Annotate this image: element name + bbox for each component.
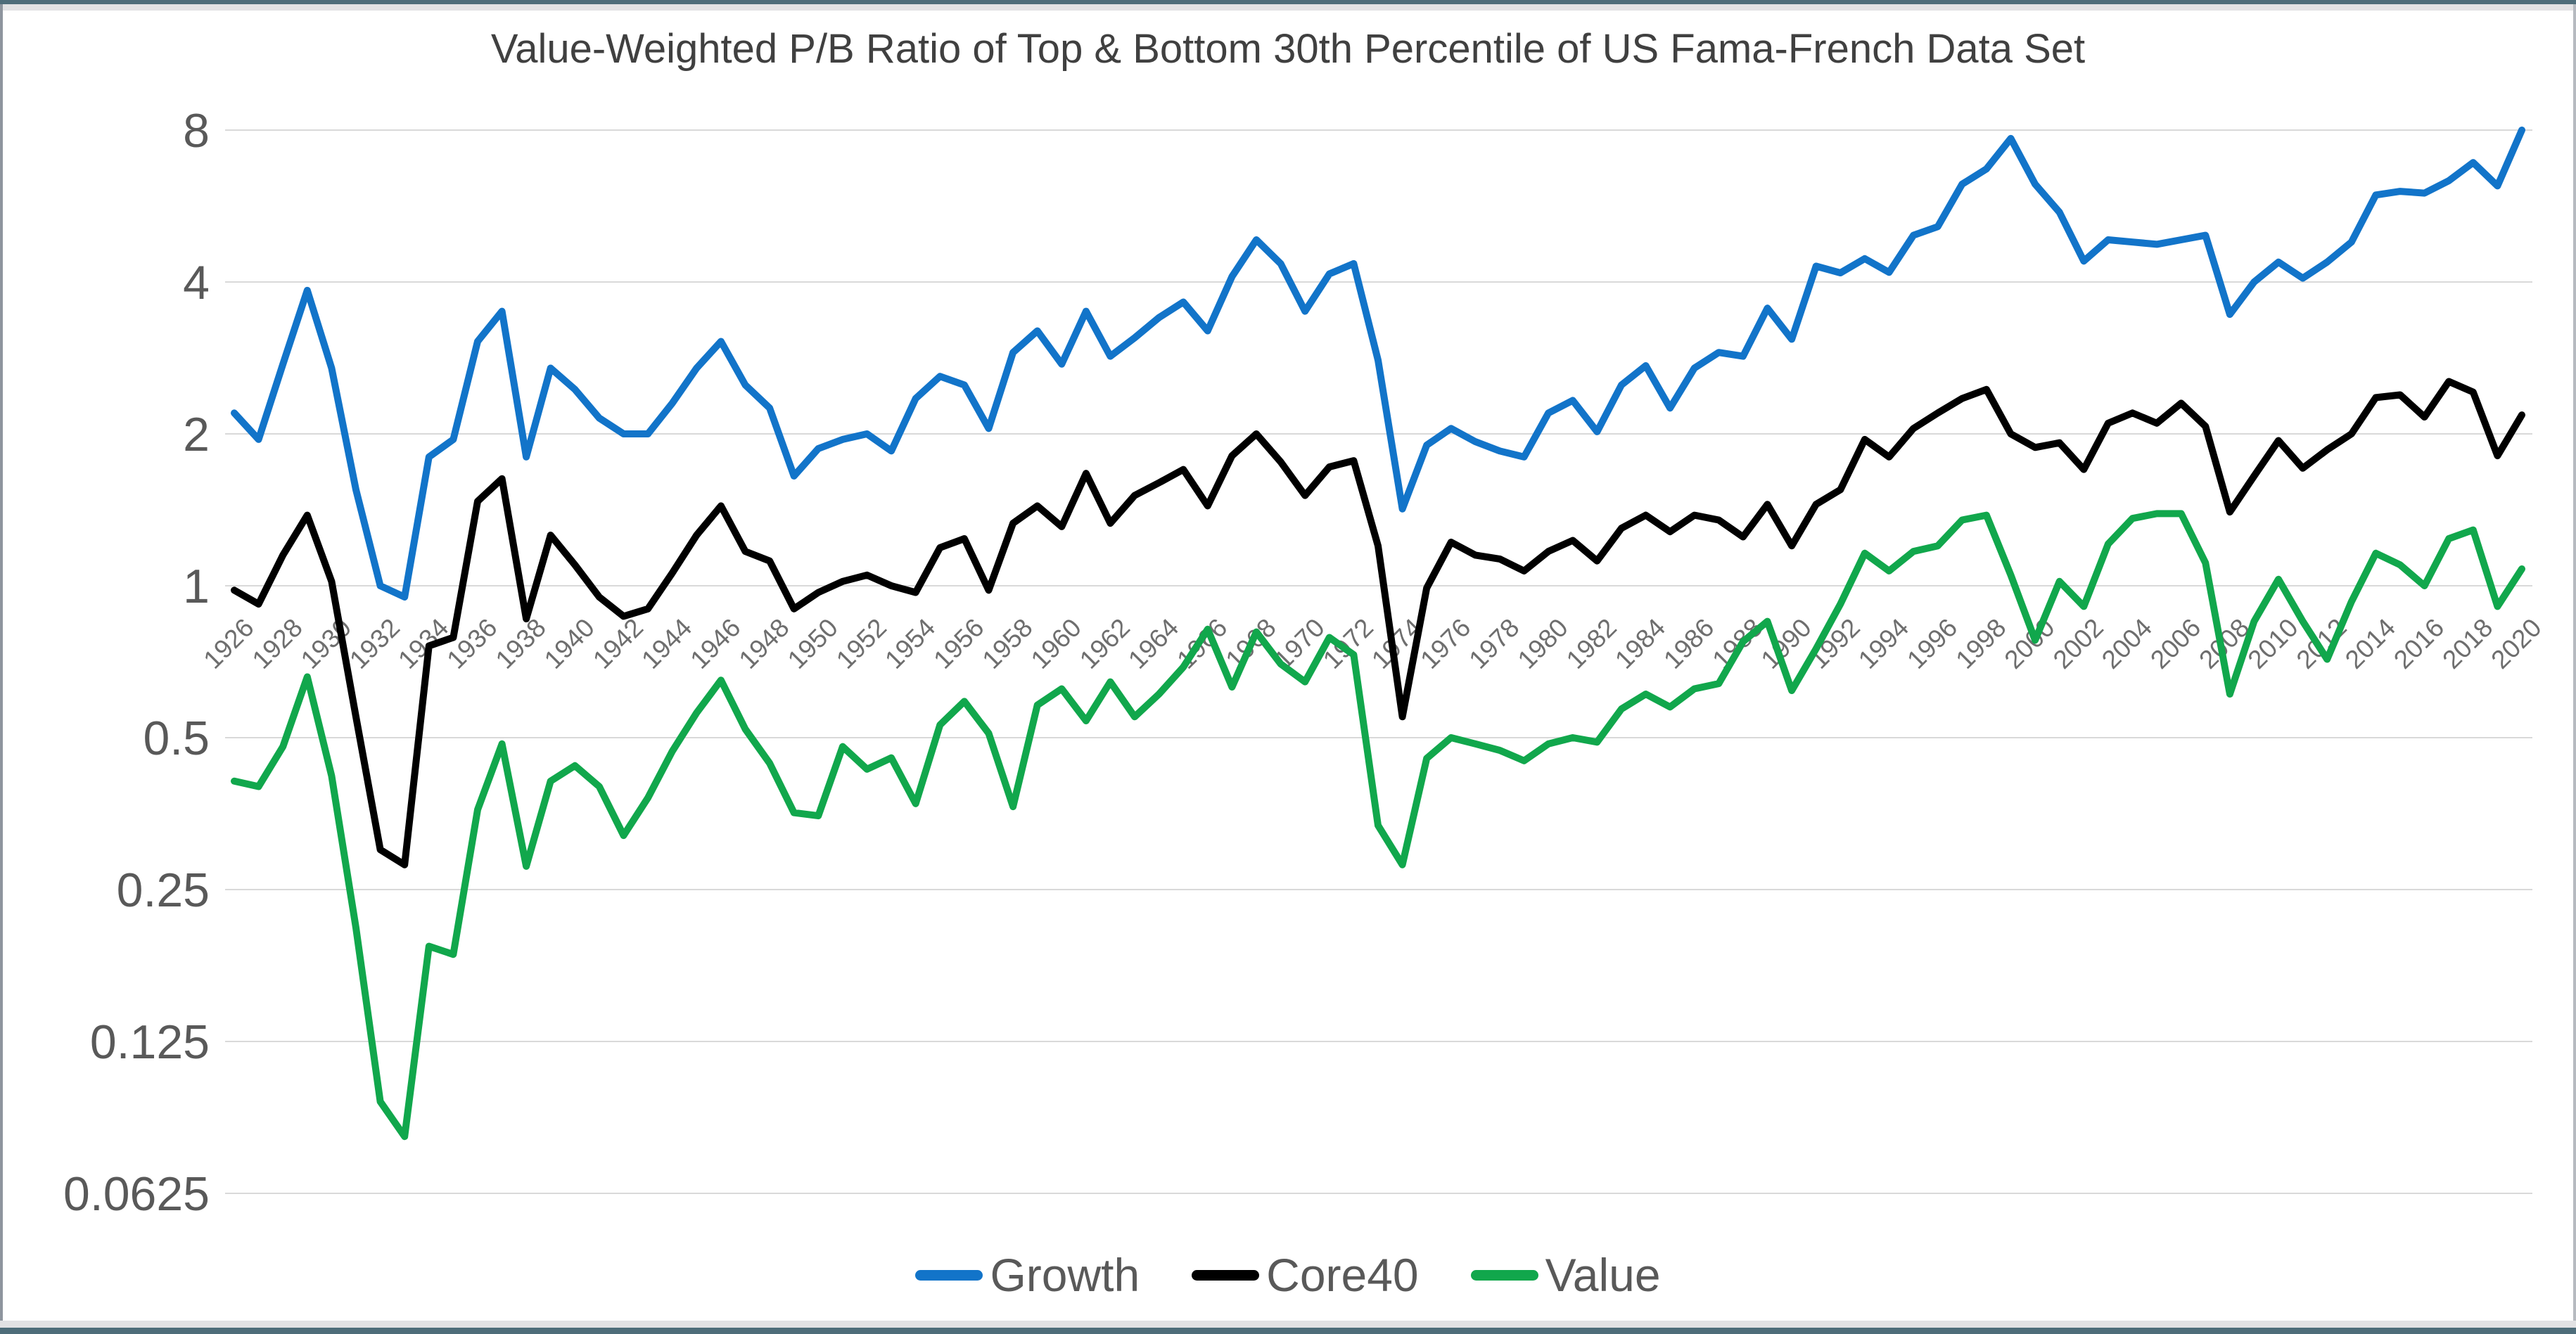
growth-line [231,127,2525,601]
x-axis-label-2018: 2018 [2437,613,2498,674]
legend-item-growth: Growth [915,1252,1140,1298]
y-axis-label-2: 2 [183,408,210,461]
y-axis-label-1: 1 [183,560,210,613]
x-axis-label-1946: 1946 [684,613,746,674]
value-line-swatch-icon [1470,1269,1538,1281]
y-axis-label-0.25: 0.25 [117,864,210,917]
x-axis-label-1988: 1988 [1707,613,1768,674]
growth-line-swatch-icon [915,1269,983,1281]
x-axis-label-1940: 1940 [539,613,600,674]
x-axis-label-1996: 1996 [1901,613,1963,674]
x-axis-label-1954: 1954 [879,613,941,674]
x-axis-label-1964: 1964 [1123,613,1184,674]
x-axis-label-1986: 1986 [1658,613,1719,674]
value-line [231,510,2525,1141]
x-axis-label-1936: 1936 [441,613,502,674]
window-top-bar [0,0,2576,4]
x-axis-label-1962: 1962 [1074,613,1135,674]
legend-item-value: Value [1470,1249,1661,1301]
legend-label-growth: Growth [990,1249,1140,1301]
core40-line-swatch-icon [1192,1269,1260,1281]
x-axis-label-1952: 1952 [831,613,892,674]
legend-item-core40: Core40 [1192,1249,1419,1301]
x-axis-label-1942: 1942 [587,613,649,674]
x-axis-label-1976: 1976 [1415,613,1476,674]
y-axis-label-0.5: 0.5 [143,712,210,765]
x-axis-label-1980: 1980 [1512,613,1574,674]
x-axis-label-1950: 1950 [782,613,843,674]
x-axis-label-1998: 1998 [1950,613,2011,674]
x-axis-label-1958: 1958 [977,613,1038,674]
window-left-border [0,4,3,1328]
x-axis-label-2006: 2006 [2145,613,2206,674]
window-bottom-bar [0,1328,2576,1334]
x-axis-label-2020: 2020 [2485,613,2546,674]
core40-line [231,378,2525,868]
x-axis-label-1932: 1932 [344,613,405,674]
window-top-strip [0,4,2576,11]
chart-title: Value-Weighted P/B Ratio of Top & Bottom… [490,26,2086,72]
x-axis-label-1928: 1928 [247,613,308,674]
x-axis-label-2002: 2002 [2048,613,2109,674]
y-axis-label-0.0625: 0.0625 [63,1167,210,1221]
y-axis-label-8: 8 [183,104,210,158]
y-axis-label-0.125: 0.125 [90,1015,210,1069]
x-axis-label-1984: 1984 [1609,613,1671,674]
x-axis-label-2014: 2014 [2340,613,2401,674]
x-axis-label-2004: 2004 [2096,613,2157,674]
x-axis-label-1978: 1978 [1463,613,1524,674]
x-axis-label-1926: 1926 [198,613,259,674]
x-axis-label-1992: 1992 [1804,613,1866,674]
x-axis-label-1960: 1960 [1026,613,1087,674]
legend-label-value: Value [1545,1249,1661,1301]
x-axis-label-1944: 1944 [636,613,697,674]
x-axis-label-1982: 1982 [1561,613,1622,674]
x-axis-label-2016: 2016 [2388,613,2449,674]
y-axis-label-4: 4 [183,256,210,309]
x-axis-label-1948: 1948 [734,613,795,674]
x-axis-label-1938: 1938 [490,613,551,674]
legend-label-core40: Core40 [1266,1249,1419,1301]
window-bottom-strip [0,1321,2576,1328]
x-axis-label-1956: 1956 [928,613,989,674]
window-right-border [2573,4,2576,1328]
chart-legend: Growth Core40 Value [0,1243,2576,1307]
x-axis-label-1994: 1994 [1853,613,1914,674]
